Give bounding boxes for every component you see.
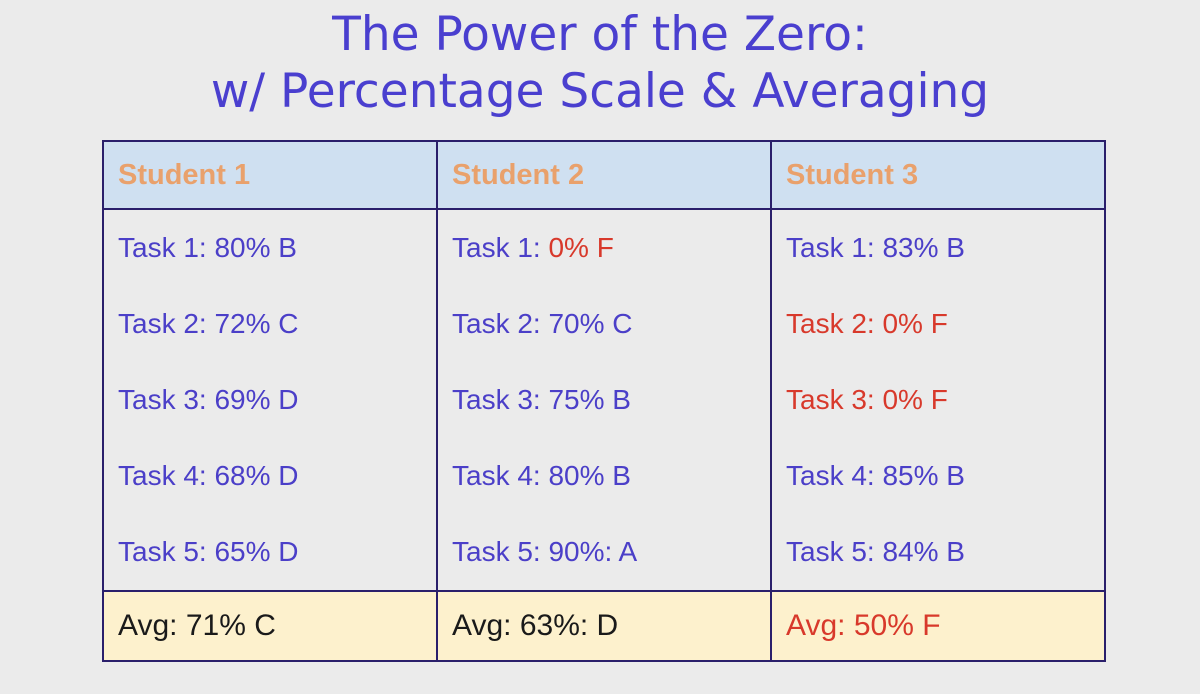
cell-text: Task 2: 70% C bbox=[452, 308, 633, 339]
cell-text: Task 1: 80% B bbox=[118, 232, 297, 263]
cell-text: Task 4: 68% D bbox=[118, 460, 299, 491]
grades-table: Student 1 Student 2 Student 3 Task 1: 80% B… bbox=[102, 140, 1106, 662]
header-cell: Student 2 bbox=[436, 141, 772, 210]
header-cell: Student 1 bbox=[102, 141, 438, 210]
cell-text: Task 2: 0% F bbox=[786, 308, 948, 339]
header-cell: Student 3 bbox=[770, 141, 1106, 210]
cell-text: Task 4: 80% B bbox=[452, 460, 631, 491]
header-row: Student 1 Student 2 Student 3 bbox=[102, 141, 1106, 210]
title-line: w/ Percentage Scale & Averaging bbox=[210, 64, 990, 119]
task-cell: Task 1: 83% B bbox=[770, 209, 1106, 286]
task-row: Task 4: 68% D Task 4: 80% B Task 4: 85% B bbox=[102, 438, 1106, 514]
task-cell: Task 2: 0% F bbox=[770, 286, 1106, 362]
task-row: Task 3: 69% D Task 3: 75% B Task 3: 0% F bbox=[102, 362, 1106, 438]
cell-text: Task 3: 75% B bbox=[452, 384, 631, 415]
cell-text: Task 3: 69% D bbox=[118, 384, 299, 415]
cell-text: Task 5: 90%: A bbox=[452, 536, 638, 567]
task-cell: Task 3: 0% F bbox=[770, 362, 1106, 438]
cell-text: Avg: 71% C bbox=[118, 609, 276, 642]
task-cell: Task 5: 84% B bbox=[770, 514, 1106, 591]
table-body: Student 1 Student 2 Student 3 Task 1: 80% B… bbox=[102, 141, 1106, 661]
avg-row: Avg: 71% C Avg: 63%: D Avg: 50% F bbox=[102, 590, 1106, 661]
task-cell: Task 4: 80% B bbox=[436, 438, 772, 514]
task-row: Task 1: 80% B Task 1: 0% F Task 1: 83% B bbox=[102, 209, 1106, 286]
avg-cell: Avg: 50% F bbox=[770, 590, 1106, 661]
avg-cell: Avg: 63%: D bbox=[436, 590, 772, 661]
slide-title: The Power of the Zero: w/ Percentage Scal… bbox=[0, 6, 1200, 120]
title-line: The Power of the Zero: bbox=[332, 7, 868, 62]
task-cell: Task 5: 65% D bbox=[102, 514, 438, 591]
cell-text: Task 1: 83% B bbox=[786, 232, 965, 263]
task-cell: Task 4: 85% B bbox=[770, 438, 1106, 514]
task-cell: Task 4: 68% D bbox=[102, 438, 438, 514]
task-row: Task 2: 72% C Task 2: 70% C Task 2: 0% F bbox=[102, 286, 1106, 362]
task-cell: Task 3: 75% B bbox=[436, 362, 772, 438]
task-cell: Task 1: 0% F bbox=[436, 209, 772, 286]
cell-text: Task 4: 85% B bbox=[786, 460, 965, 491]
task-cell: Task 3: 69% D bbox=[102, 362, 438, 438]
avg-cell: Avg: 71% C bbox=[102, 590, 438, 661]
cell-text: Task 2: 72% C bbox=[118, 308, 299, 339]
task-row: Task 5: 65% D Task 5: 90%: A Task 5: 84% B bbox=[102, 514, 1106, 591]
cell-text: Avg: 50% F bbox=[786, 609, 941, 642]
task-cell: Task 2: 72% C bbox=[102, 286, 438, 362]
cell-text: 0% F bbox=[548, 232, 614, 263]
cell-text: Avg: 63%: D bbox=[452, 609, 619, 642]
task-cell: Task 2: 70% C bbox=[436, 286, 772, 362]
cell-text: Task 5: 84% B bbox=[786, 536, 965, 567]
cell-text: Task 5: 65% D bbox=[118, 536, 299, 567]
cell-text: Task 1: bbox=[452, 232, 549, 263]
cell-text: Task 3: 0% F bbox=[786, 384, 948, 415]
task-cell: Task 1: 80% B bbox=[102, 209, 438, 286]
task-cell: Task 5: 90%: A bbox=[436, 514, 772, 591]
